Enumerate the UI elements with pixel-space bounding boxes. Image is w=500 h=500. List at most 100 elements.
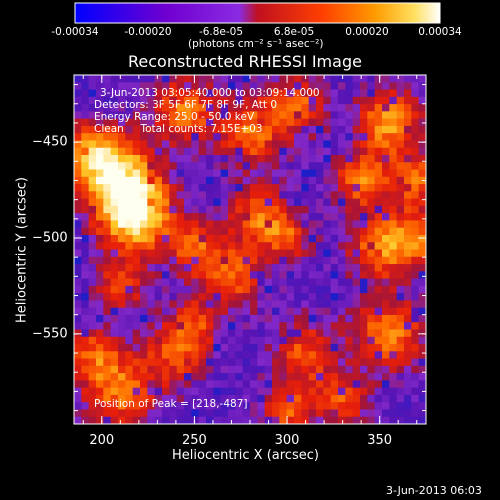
heatmap-cell <box>404 111 412 120</box>
heatmap-cell <box>154 264 163 272</box>
heatmap-cell <box>286 387 295 396</box>
heatmap-cell <box>162 365 170 374</box>
heatmap-cell <box>294 104 302 112</box>
heatmap-cell <box>279 322 288 330</box>
heatmap-cell <box>213 234 222 243</box>
heatmap-cell <box>88 89 97 98</box>
heatmap-cell <box>110 220 119 229</box>
heatmap-cell <box>418 351 427 359</box>
heatmap-cell <box>206 380 214 389</box>
heatmap-cell <box>367 147 376 156</box>
heatmap-cell <box>316 176 324 185</box>
heatmap-cell <box>286 314 295 323</box>
heatmap-cell <box>88 234 97 243</box>
heatmap-cell <box>132 409 141 418</box>
heatmap-cell <box>220 154 229 163</box>
heatmap-cell <box>272 416 280 425</box>
heatmap-cell <box>169 191 178 199</box>
heatmap-cell <box>132 227 141 236</box>
heatmap-cell <box>404 256 412 265</box>
heatmap-cell <box>110 402 119 410</box>
heatmap-cell <box>345 249 354 258</box>
heatmap-cell <box>411 358 420 367</box>
heatmap-cell <box>345 293 354 301</box>
heatmap-cell <box>125 118 134 127</box>
heatmap-cell <box>88 104 97 112</box>
heatmap-cell <box>74 336 82 345</box>
heatmap-cell <box>184 365 192 374</box>
heatmap-cell <box>352 111 361 120</box>
heatmap-cell <box>294 162 302 170</box>
heatmap-cell <box>338 314 346 323</box>
heatmap-cell <box>352 205 361 214</box>
heatmap-cell <box>96 111 104 120</box>
heatmap-cell <box>323 278 332 287</box>
heatmap-cell <box>250 220 258 229</box>
heatmap-cell <box>74 344 82 352</box>
heatmap-cell <box>286 234 295 243</box>
heatmap-cell <box>132 118 141 127</box>
heatmap-cell <box>81 365 90 374</box>
heatmap-cell <box>213 198 222 207</box>
heatmap-cell <box>257 344 266 352</box>
heatmap-cell <box>176 365 185 374</box>
heatmap-cell <box>235 213 244 221</box>
heatmap-cell <box>154 394 163 403</box>
heatmap-cell <box>81 169 90 178</box>
heatmap-cell <box>382 140 390 149</box>
heatmap-cell <box>125 154 134 163</box>
heatmap-cell <box>132 249 141 258</box>
heatmap-cell <box>140 307 148 316</box>
heatmap-cell <box>352 242 361 250</box>
heatmap-cell <box>228 205 236 214</box>
heatmap-cell <box>396 169 405 178</box>
heatmap-cell <box>198 271 207 279</box>
heatmap-cell <box>96 184 104 192</box>
heatmap-cell <box>308 249 317 258</box>
heatmap-cell <box>206 387 214 396</box>
heatmap-cell <box>191 271 200 279</box>
heatmap-cell <box>323 162 332 170</box>
heatmap-cell <box>389 387 398 396</box>
heatmap-cell <box>418 322 427 330</box>
heatmap-cell <box>279 387 288 396</box>
heatmap-cell <box>198 147 207 156</box>
heatmap-cell <box>184 300 192 309</box>
heatmap-cell <box>74 307 82 316</box>
heatmap-cell <box>404 271 412 279</box>
heatmap-cell <box>338 111 346 120</box>
heatmap-cell <box>352 227 361 236</box>
heatmap-cell <box>418 344 427 352</box>
heatmap-cell <box>404 140 412 149</box>
heatmap-cell <box>81 300 90 309</box>
heatmap-cell <box>198 249 207 258</box>
heatmap-cell <box>147 256 156 265</box>
heatmap-cell <box>272 198 280 207</box>
heatmap-cell <box>154 329 163 338</box>
heatmap-cell <box>110 314 119 323</box>
heatmap-cell <box>330 147 339 156</box>
heatmap-cell <box>103 176 112 185</box>
heatmap-cell <box>382 402 390 410</box>
heatmap-cell <box>367 314 376 323</box>
heatmap-cell <box>330 249 339 258</box>
heatmap-cell <box>338 402 346 410</box>
heatmap-cell <box>264 104 273 112</box>
heatmap-cell <box>118 271 126 279</box>
heatmap-cell <box>235 365 244 374</box>
heatmap-cell <box>345 147 354 156</box>
heatmap-cell <box>323 402 332 410</box>
heatmap-cell <box>176 293 185 301</box>
heatmap-cell <box>96 220 104 229</box>
heatmap-cell <box>169 336 178 345</box>
heatmap-cell <box>352 220 361 229</box>
heatmap-cell <box>367 329 376 338</box>
heatmap-cell <box>154 271 163 279</box>
heatmap-cell <box>250 96 258 105</box>
heatmap-cell <box>308 118 317 127</box>
heatmap-cell <box>198 329 207 338</box>
heatmap-cell <box>308 365 317 374</box>
heatmap-cell <box>382 307 390 316</box>
heatmap-cell <box>228 380 236 389</box>
heatmap-cell <box>169 373 178 381</box>
